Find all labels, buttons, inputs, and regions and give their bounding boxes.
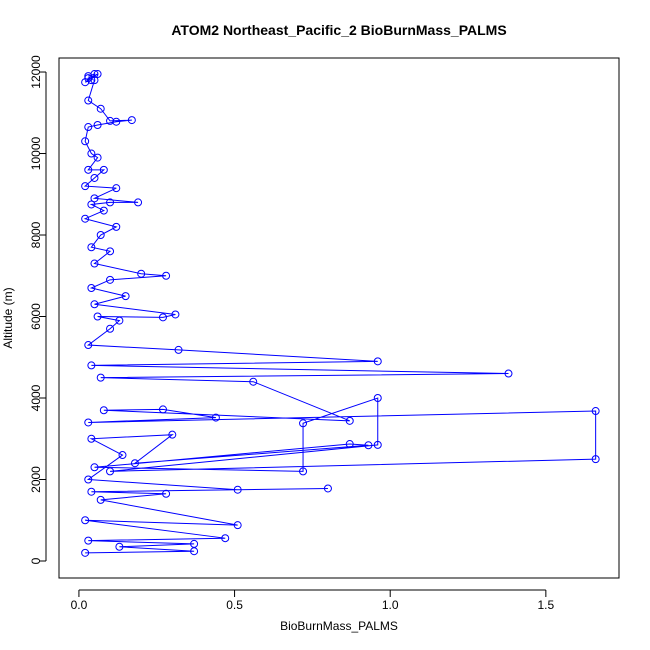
- data-point: [84, 165, 93, 174]
- data-point: [90, 259, 99, 268]
- data-point: [158, 313, 167, 322]
- data-point: [84, 123, 93, 132]
- data-point: [115, 542, 124, 551]
- y-tick-label: 12000: [29, 55, 43, 89]
- data-point: [93, 312, 102, 321]
- data-point: [90, 76, 99, 85]
- chart-title: ATOM2 Northeast_Pacific_2 BioBurnMass_PA…: [171, 22, 506, 38]
- data-point: [373, 357, 382, 366]
- y-tick-label: 8000: [29, 221, 43, 248]
- data-point: [112, 184, 121, 193]
- data-point: [171, 310, 180, 319]
- x-tick-label: 1.0: [382, 598, 399, 612]
- data-point: [99, 406, 108, 415]
- data-point: [90, 70, 99, 79]
- data-point: [87, 361, 96, 370]
- data-point: [99, 165, 108, 174]
- y-axis-label: Altitude (m): [1, 287, 15, 348]
- data-point: [87, 487, 96, 496]
- data-point: [84, 475, 93, 484]
- data-point: [345, 440, 354, 449]
- data-point: [106, 198, 115, 207]
- data-point: [364, 441, 373, 450]
- data-point: [99, 206, 108, 215]
- plot-box: [58, 57, 620, 579]
- data-point: [90, 300, 99, 309]
- y-tick-label: 2000: [29, 466, 43, 493]
- data-point: [93, 153, 102, 162]
- data-point: [81, 516, 90, 525]
- data-point: [96, 495, 105, 504]
- data-point: [115, 316, 124, 325]
- data-line: [83, 73, 597, 554]
- data-point: [96, 231, 105, 240]
- data-point: [162, 271, 171, 280]
- data-point: [373, 440, 382, 449]
- data-point: [90, 463, 99, 472]
- data-point: [81, 137, 90, 146]
- data-point: [174, 345, 183, 354]
- data-point: [106, 275, 115, 284]
- y-tick-label: 6000: [29, 303, 43, 330]
- data-point: [299, 467, 308, 476]
- data-point: [87, 200, 96, 209]
- x-tick-label: 1.5: [538, 598, 555, 612]
- data-point: [106, 116, 115, 125]
- data-point: [87, 434, 96, 443]
- data-point: [84, 96, 93, 105]
- y-tick-label: 10000: [29, 137, 43, 171]
- data-point: [118, 451, 127, 460]
- data-point: [106, 324, 115, 333]
- data-point: [299, 419, 308, 428]
- data-point: [323, 484, 332, 493]
- data-point: [96, 373, 105, 382]
- data-point: [106, 247, 115, 256]
- data-point: [81, 182, 90, 191]
- data-point: [162, 489, 171, 498]
- data-point: [591, 407, 600, 416]
- data-point: [93, 120, 102, 129]
- data-point: [158, 405, 167, 414]
- data-point: [84, 536, 93, 545]
- data-point: [504, 369, 513, 378]
- data-point: [106, 467, 115, 476]
- data-point: [190, 547, 199, 556]
- data-point: [84, 418, 93, 427]
- data-point: [112, 117, 121, 126]
- data-point: [373, 394, 382, 403]
- y-tick-label: 4000: [29, 384, 43, 411]
- data-point: [127, 116, 136, 125]
- y-tick-label: 0: [29, 557, 43, 564]
- data-point: [87, 283, 96, 292]
- data-point: [87, 149, 96, 158]
- data-point: [591, 455, 600, 464]
- data-point: [221, 534, 230, 543]
- data-point: [93, 70, 102, 79]
- data-point: [137, 269, 146, 278]
- data-point: [84, 341, 93, 350]
- data-point: [87, 243, 96, 252]
- x-axis-label: BioBurnMass_PALMS: [280, 619, 398, 633]
- data-point: [249, 377, 258, 386]
- data-point: [90, 173, 99, 182]
- data-point: [121, 292, 130, 301]
- data-point: [134, 198, 143, 207]
- data-point: [168, 430, 177, 439]
- data-point: [112, 222, 121, 231]
- data-point: [211, 413, 220, 422]
- data-point: [90, 194, 99, 203]
- data-point: [96, 104, 105, 113]
- data-point: [233, 521, 242, 530]
- data-point: [81, 214, 90, 223]
- data-point: [233, 485, 242, 494]
- x-tick-label: 0.5: [226, 598, 243, 612]
- x-tick-label: 0.0: [71, 598, 88, 612]
- data-point: [130, 459, 139, 468]
- data-point: [81, 548, 90, 557]
- data-point: [345, 416, 354, 425]
